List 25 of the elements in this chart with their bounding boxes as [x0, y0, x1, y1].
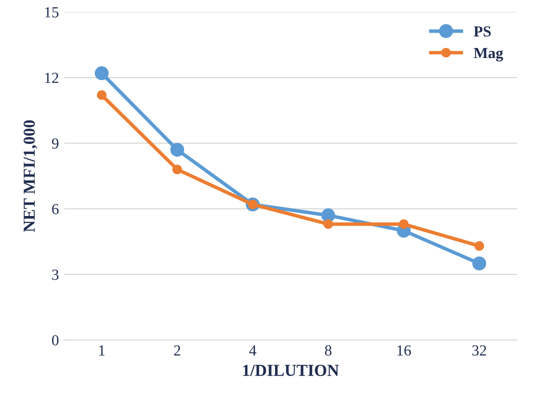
legend-label: Mag [474, 48, 504, 62]
x-tick-label: 1 [99, 345, 105, 356]
x-tick-label: 8 [325, 345, 332, 356]
legend-label: PS [474, 26, 491, 37]
point [96, 90, 107, 100]
y-axis-title: NET MFI/1,000 [24, 120, 38, 232]
point [172, 164, 182, 174]
y-tick-label: 15 [45, 7, 58, 18]
y-tick-label: 6 [52, 204, 59, 214]
y-tick-label: 9 [52, 138, 58, 149]
point [398, 219, 409, 229]
point [474, 241, 484, 251]
x-tick-label: 16 [397, 345, 411, 356]
x-axis-title: 1/DILUTION [243, 364, 339, 376]
point [321, 208, 336, 222]
x-tick-label: 2 [174, 345, 180, 356]
y-tick-label: 0 [52, 335, 59, 346]
x-tick-label: 4 [249, 345, 256, 356]
y-tick-label: 3 [52, 270, 58, 280]
point [94, 66, 109, 80]
y-tick-label: 12 [45, 72, 58, 83]
point [472, 256, 486, 270]
point [170, 142, 184, 157]
x-tick-label: 32 [472, 345, 486, 356]
point [323, 219, 334, 229]
